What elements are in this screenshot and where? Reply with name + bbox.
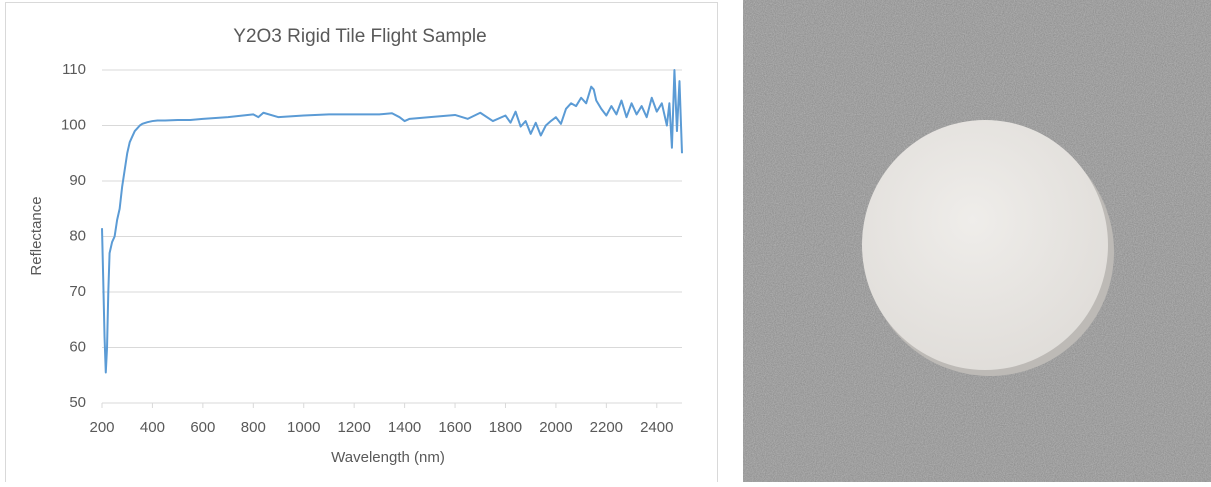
data-line — [101, 69, 683, 374]
y-tick-label: 80 — [69, 227, 86, 244]
y-tick-label: 70 — [69, 283, 86, 300]
x-tick-label: 1600 — [438, 419, 471, 436]
x-tick-label: 2400 — [640, 419, 673, 436]
x-tick-label: 800 — [241, 419, 266, 436]
x-tick-label: 600 — [190, 419, 215, 436]
y-tick-label: 110 — [62, 61, 86, 78]
y-tick-label: 100 — [61, 116, 86, 133]
x-tick-label: 1800 — [489, 419, 522, 436]
x-tick-label: 1400 — [388, 419, 421, 436]
x-tick-label: 1200 — [337, 419, 370, 436]
y-tick-label: 50 — [69, 394, 86, 411]
disc — [862, 120, 1108, 370]
x-tick-label: 400 — [140, 419, 165, 436]
x-tick-label: 2200 — [590, 419, 623, 436]
y-tick-label: 90 — [69, 172, 86, 189]
y-tick-label: 60 — [69, 338, 86, 355]
photo — [743, 0, 1211, 482]
x-axis-label: Wavelength (nm) — [331, 449, 445, 466]
x-tick-label: 200 — [89, 419, 114, 436]
x-tick-label: 2000 — [539, 419, 572, 436]
chart-title: Y2O3 Rigid Tile Flight Sample — [233, 26, 486, 47]
y-axis-label: Reflectance — [28, 196, 45, 275]
x-tick-label: 1000 — [287, 419, 320, 436]
